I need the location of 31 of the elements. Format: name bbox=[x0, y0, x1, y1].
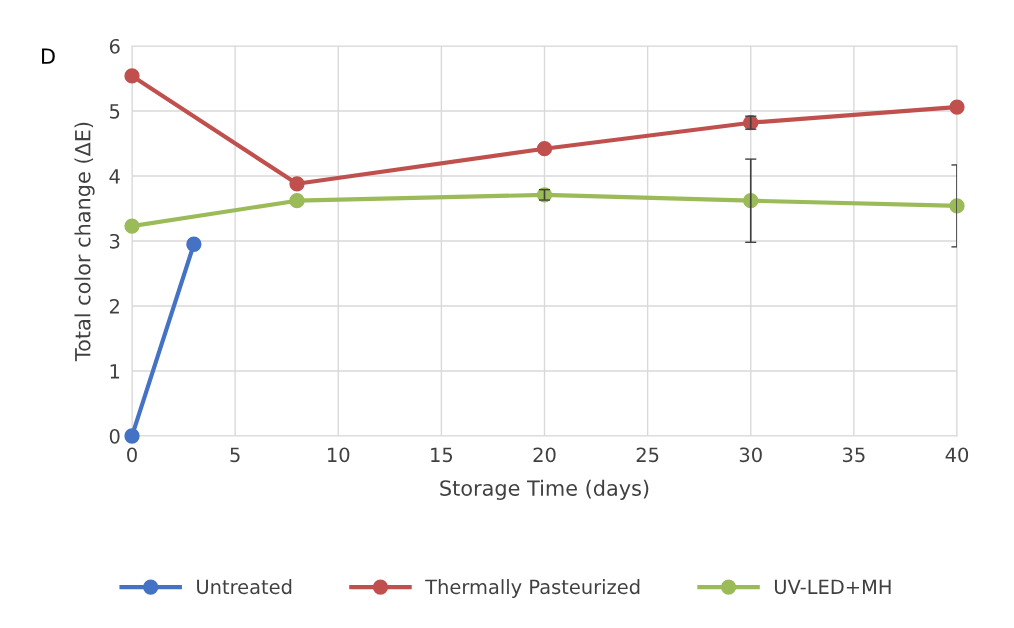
point bbox=[289, 176, 305, 192]
x-tick-label: 0 bbox=[127, 447, 137, 463]
x-tick-label: 35 bbox=[842, 447, 865, 463]
x-tick-label: 30 bbox=[739, 447, 762, 463]
point bbox=[124, 218, 140, 234]
y-tick-label: 3 bbox=[110, 233, 120, 249]
x-tick-label: 25 bbox=[636, 447, 659, 463]
x-tick-label: 15 bbox=[431, 447, 453, 463]
y-tick-label: 0 bbox=[109, 428, 120, 444]
legend-label: Thermally Pasteurized bbox=[425, 579, 640, 598]
y-tick-label: 2 bbox=[109, 298, 119, 314]
legend-label: Untreated bbox=[197, 579, 292, 595]
text: D bbox=[42, 48, 55, 64]
x-tick-label: 10 bbox=[328, 447, 350, 463]
y-tick-label: 1 bbox=[110, 364, 120, 379]
x-tick-label: 5 bbox=[230, 447, 240, 463]
x-axis-title: Storage Time (days) bbox=[440, 479, 649, 500]
y-tick-label: 5 bbox=[110, 104, 120, 119]
x-tick-label: 20 bbox=[533, 447, 556, 463]
point bbox=[186, 236, 202, 252]
y-tick-label: 6 bbox=[109, 38, 120, 54]
point bbox=[124, 428, 140, 444]
point bbox=[536, 141, 553, 157]
point bbox=[124, 68, 140, 84]
x-tick-label: 40 bbox=[945, 447, 969, 463]
point bbox=[289, 193, 305, 209]
y-tick-label: 4 bbox=[109, 169, 120, 184]
y-axis-title: Total color change (ΔE) bbox=[74, 122, 95, 362]
legend-label: UV-LED+MH bbox=[774, 579, 891, 595]
point bbox=[949, 198, 965, 214]
point bbox=[949, 99, 965, 115]
